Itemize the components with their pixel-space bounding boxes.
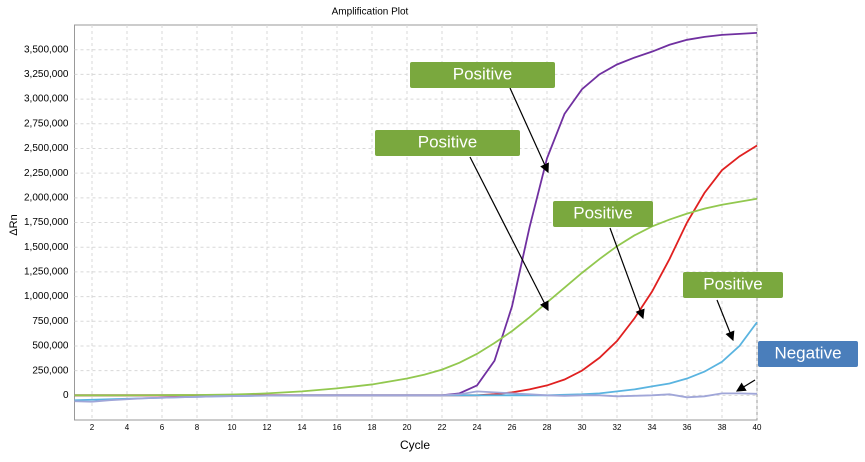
x-tick-label: 2: [90, 423, 95, 432]
y-tick-label: 2,500,000: [24, 143, 69, 154]
y-tick-label: 1,750,000: [24, 217, 69, 228]
annotation: Positive: [553, 201, 653, 320]
series-line: [74, 197, 758, 397]
y-tick-label: 2,250,000: [24, 168, 69, 179]
chart-title: Amplification Plot: [332, 7, 409, 18]
x-tick-label: 16: [333, 423, 342, 432]
y-tick-label: 250,000: [32, 365, 69, 376]
annotation-box: [683, 272, 783, 298]
x-tick-label: 28: [543, 423, 552, 432]
annotation: Positive: [375, 130, 549, 312]
x-tick-label: 24: [473, 423, 482, 432]
annotation-box: [553, 201, 653, 227]
x-tick-label: 18: [368, 423, 377, 432]
x-tick-label: 26: [508, 423, 517, 432]
annotation: Negative: [735, 341, 858, 392]
annotation: Positive: [683, 272, 783, 342]
y-tick-label: 1,000,000: [24, 291, 69, 302]
y-axis-label: ΔRn: [8, 214, 20, 235]
annotation-arrow: [509, 87, 549, 174]
x-axis-label: Cycle: [400, 438, 430, 452]
x-tick-label: 14: [298, 423, 307, 432]
annotation-text: Negative: [774, 343, 841, 362]
y-tick-label: 3,500,000: [24, 44, 69, 55]
y-tick-label: 2,000,000: [24, 192, 69, 203]
x-tick-label: 38: [718, 423, 727, 432]
x-tick-label: 34: [648, 423, 657, 432]
y-tick-label: 2,750,000: [24, 118, 69, 129]
x-tick-label: 4: [125, 423, 130, 432]
annotation-text: Positive: [418, 132, 478, 151]
y-tick-label: 3,250,000: [24, 69, 69, 80]
y-tick-label: 750,000: [32, 316, 69, 327]
x-tick-label: 30: [578, 423, 587, 432]
annotation-text: Positive: [573, 203, 633, 222]
x-tick-label: 32: [613, 423, 622, 432]
x-tick-label: 36: [683, 423, 692, 432]
series-line: [74, 390, 758, 403]
y-tick-label: 1,250,000: [24, 267, 69, 278]
x-tick-label: 20: [403, 423, 412, 432]
y-tick-label: 3,000,000: [24, 94, 69, 105]
annotation-box: [410, 62, 555, 88]
x-tick-label: 6: [160, 423, 165, 432]
annotation-arrow: [469, 156, 549, 312]
annotation: Positive: [410, 62, 555, 174]
x-tick-label: 40: [753, 423, 762, 432]
y-tick-label: 0: [63, 390, 69, 401]
annotation-box: [375, 130, 520, 156]
x-tick-label: 22: [438, 423, 447, 432]
x-tick-label: 12: [263, 423, 272, 432]
annotation-text: Positive: [453, 64, 513, 83]
annotation-arrow: [609, 227, 645, 320]
y-tick-label: 1,500,000: [24, 242, 69, 253]
annotation-arrow: [716, 299, 735, 342]
annotation-box: [758, 341, 858, 367]
x-tick-label: 10: [228, 423, 237, 432]
y-tick-label: 500,000: [32, 341, 69, 352]
annotation-arrow: [735, 379, 756, 392]
annotation-text: Positive: [703, 274, 763, 293]
x-tick-label: 8: [195, 423, 200, 432]
